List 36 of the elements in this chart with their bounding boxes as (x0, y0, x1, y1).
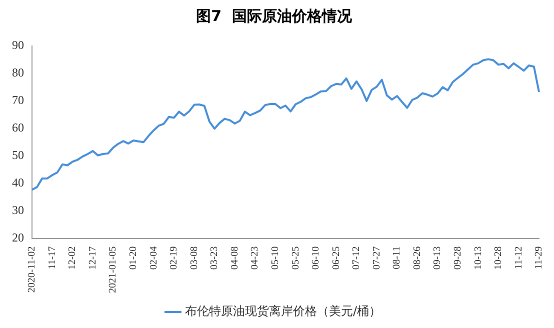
x-tick-label: 11-17 (46, 246, 58, 270)
x-tick-label: 10-13 (472, 246, 484, 270)
x-tick-label: 12-02 (67, 246, 78, 270)
x-tick-label: 11-12 (513, 246, 524, 270)
x-tick-label: 2020-11-02 (26, 246, 38, 293)
y-tick-label: 90 (12, 38, 24, 52)
legend-label: 布伦特原油现货离岸价格（美元/桶） (184, 304, 382, 318)
x-tick-label: 12-17 (87, 246, 98, 270)
x-tick-label: 01-20 (128, 246, 140, 270)
y-tick-label: 70 (12, 93, 24, 108)
y-tick-label: 40 (12, 176, 24, 190)
y-tick-label: 50 (12, 148, 24, 162)
x-tick-label: 08-11 (392, 246, 403, 270)
chart-title: 图7 国际原油价格情况 (196, 6, 353, 25)
x-tick-label: 07-12 (351, 246, 362, 270)
x-tick-label: 03-23 (209, 246, 220, 270)
x-tick-label: 11-29 (534, 246, 545, 270)
y-tick-label: 60 (12, 120, 24, 135)
x-tick-label: 02-19 (168, 246, 180, 270)
y-tick-label: 80 (12, 66, 24, 80)
y-tick-label: 30 (12, 203, 24, 218)
x-tick-label: 09-28 (452, 246, 464, 270)
x-tick-label: 09-13 (432, 246, 444, 270)
x-tick-label: 04-23 (250, 246, 261, 270)
x-tick-label: 04-08 (229, 246, 240, 270)
x-tick-label: 03-08 (188, 246, 200, 270)
x-tick-label: 08-26 (412, 246, 423, 270)
y-tick-label: 20 (12, 230, 24, 244)
x-tick-label: 06-25 (330, 246, 342, 270)
x-tick-label: 2021-01-05 (108, 246, 119, 294)
x-tick-label: 10-28 (493, 246, 504, 270)
x-tick-label: 05-10 (270, 246, 281, 270)
x-tick-label: 07-27 (371, 246, 382, 270)
x-tick-label: 06-10 (310, 246, 322, 270)
x-tick-label: 02-04 (148, 246, 160, 270)
x-tick-label: 05-25 (290, 246, 302, 270)
